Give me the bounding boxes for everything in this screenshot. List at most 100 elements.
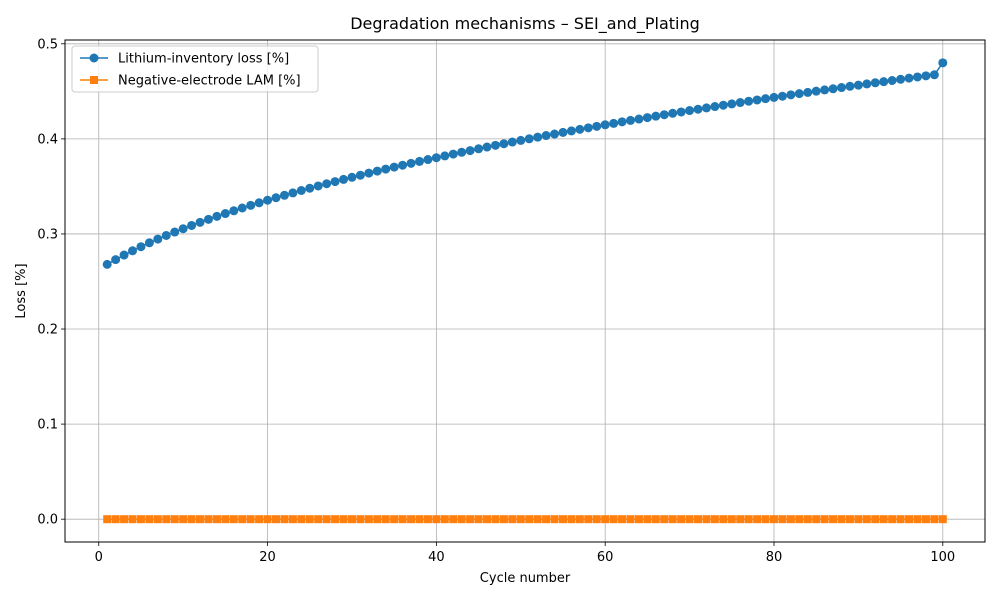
x-tick-label: 40 xyxy=(428,550,445,565)
x-tick-label: 100 xyxy=(930,550,955,565)
data-point xyxy=(930,515,939,524)
data-point xyxy=(448,149,458,159)
data-point xyxy=(314,515,323,524)
legend-marker xyxy=(90,76,98,84)
data-point xyxy=(246,200,256,210)
data-point xyxy=(634,114,644,124)
data-point xyxy=(440,515,449,524)
data-point xyxy=(735,98,745,108)
data-point xyxy=(381,515,390,524)
data-point xyxy=(339,174,349,184)
data-point xyxy=(136,242,146,252)
data-point xyxy=(786,90,796,100)
data-point xyxy=(355,170,365,180)
x-tick-label: 60 xyxy=(597,550,614,565)
data-point xyxy=(795,515,804,524)
legend-item: Negative-electrode LAM [%] xyxy=(80,74,301,89)
data-point xyxy=(676,107,686,117)
data-point xyxy=(811,86,821,96)
data-point xyxy=(483,515,492,524)
data-point xyxy=(642,113,652,123)
data-point xyxy=(212,211,222,221)
legend-label: Negative-electrode LAM [%] xyxy=(118,74,301,89)
data-point xyxy=(339,515,348,524)
data-point xyxy=(288,188,298,198)
data-point xyxy=(161,230,171,240)
data-point xyxy=(609,118,619,128)
chart-title: Degradation mechanisms – SEI_and_Plating xyxy=(350,14,700,34)
data-point xyxy=(845,515,854,524)
data-point xyxy=(828,84,838,94)
data-point xyxy=(120,515,129,524)
data-point xyxy=(196,515,205,524)
data-point xyxy=(888,515,897,524)
data-point xyxy=(204,515,213,524)
y-tick-label: 0.0 xyxy=(37,513,58,528)
data-point xyxy=(533,132,543,142)
data-point xyxy=(364,515,373,524)
data-point xyxy=(761,515,770,524)
legend-box xyxy=(71,45,319,93)
data-point xyxy=(542,515,551,524)
data-point xyxy=(853,80,863,90)
data-point xyxy=(609,515,618,524)
legend-marker xyxy=(89,53,99,63)
data-point xyxy=(870,78,880,88)
data-point xyxy=(263,195,273,205)
data-point xyxy=(651,515,660,524)
data-point xyxy=(103,515,112,524)
data-point xyxy=(752,95,762,105)
data-point xyxy=(465,146,475,156)
data-point xyxy=(280,515,289,524)
data-point xyxy=(491,515,500,524)
data-point xyxy=(153,515,162,524)
data-point xyxy=(449,515,458,524)
data-point xyxy=(313,181,323,191)
data-point xyxy=(558,127,568,137)
data-point xyxy=(626,115,636,125)
data-point xyxy=(862,515,871,524)
data-point xyxy=(677,515,686,524)
data-point xyxy=(187,220,197,230)
data-point xyxy=(102,259,112,269)
data-point xyxy=(685,515,694,524)
data-point xyxy=(837,515,846,524)
data-point xyxy=(516,515,525,524)
data-point xyxy=(904,73,914,83)
data-point xyxy=(406,158,416,168)
data-point xyxy=(415,515,424,524)
data-point xyxy=(854,515,863,524)
data-point xyxy=(769,92,779,102)
data-point xyxy=(693,104,703,114)
data-point xyxy=(803,87,813,97)
series-lithium-inventory-loss xyxy=(102,58,948,269)
data-point xyxy=(550,129,560,139)
data-point xyxy=(660,515,669,524)
data-point xyxy=(347,515,356,524)
data-point xyxy=(255,515,264,524)
data-point xyxy=(364,168,374,178)
data-point xyxy=(710,515,719,524)
data-point xyxy=(769,515,778,524)
data-point xyxy=(727,515,736,524)
data-point xyxy=(643,515,652,524)
y-tick-label: 0.2 xyxy=(37,323,58,338)
data-point xyxy=(879,77,889,87)
y-tick-label: 0.5 xyxy=(37,37,58,52)
data-point xyxy=(694,515,703,524)
data-point xyxy=(600,120,610,130)
y-tick-label: 0.3 xyxy=(37,227,58,242)
data-point xyxy=(407,515,416,524)
series-negative-electrode-lam xyxy=(103,515,947,524)
data-point xyxy=(153,234,163,244)
data-point xyxy=(753,515,762,524)
data-point xyxy=(499,139,509,149)
data-point xyxy=(238,515,247,524)
data-point xyxy=(330,177,340,187)
data-point xyxy=(938,515,947,524)
data-point xyxy=(398,160,408,170)
data-point xyxy=(457,147,467,157)
data-point xyxy=(558,515,567,524)
data-point xyxy=(912,72,922,82)
